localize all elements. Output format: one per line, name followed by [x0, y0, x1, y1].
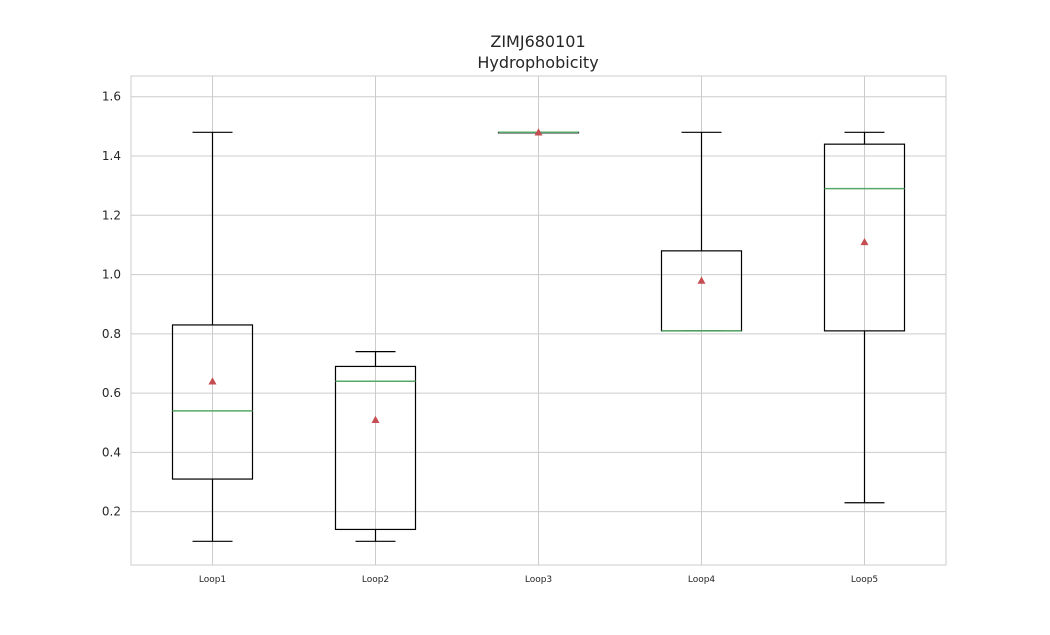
plot-frame	[130, 75, 947, 566]
y-tick-labels: 0.2 0.4 0.6 0.8 1.0 1.2 1.4 1.6	[102, 90, 121, 519]
x-tick-label-4: Loop5	[851, 575, 878, 585]
x-tick-labels: Loop1 Loop2 Loop3 Loop4 Loop5	[199, 575, 878, 585]
boxes	[171, 128, 906, 542]
y-tick-label-5: 1.2	[102, 208, 121, 222]
mean-marker-2	[371, 415, 380, 423]
box-3	[497, 128, 580, 136]
box-1	[171, 131, 254, 542]
y-tick-label-2: 0.6	[102, 386, 121, 400]
x-tick-label-3: Loop4	[688, 575, 716, 585]
iqr-box-1	[171, 324, 254, 480]
y-tick-label-7: 1.6	[102, 90, 121, 104]
mean-marker-5	[860, 237, 869, 246]
y-tick-label-1: 0.4	[102, 445, 121, 459]
box-2	[334, 351, 417, 542]
mean-marker-3	[534, 128, 543, 136]
chart-title: ZIMJ680101	[490, 32, 585, 51]
iqr-box-5	[823, 143, 906, 332]
y-tick-label-3: 0.8	[102, 327, 121, 341]
x-tick-label-0: Loop1	[199, 575, 226, 585]
box-4	[660, 131, 743, 332]
chart-subtitle: Hydrophobicity	[477, 53, 598, 72]
grid	[131, 76, 946, 565]
iqr-box-2	[334, 365, 417, 531]
mean-marker-1	[208, 377, 217, 385]
y-tick-label-4: 1.0	[102, 268, 121, 282]
mean-marker-4	[697, 276, 706, 284]
y-tick-label-0: 0.2	[102, 505, 121, 519]
box-5	[823, 131, 906, 504]
x-tick-label-2: Loop3	[525, 575, 552, 585]
x-tick-label-1: Loop2	[362, 575, 389, 585]
y-tick-label-6: 1.4	[102, 149, 121, 163]
